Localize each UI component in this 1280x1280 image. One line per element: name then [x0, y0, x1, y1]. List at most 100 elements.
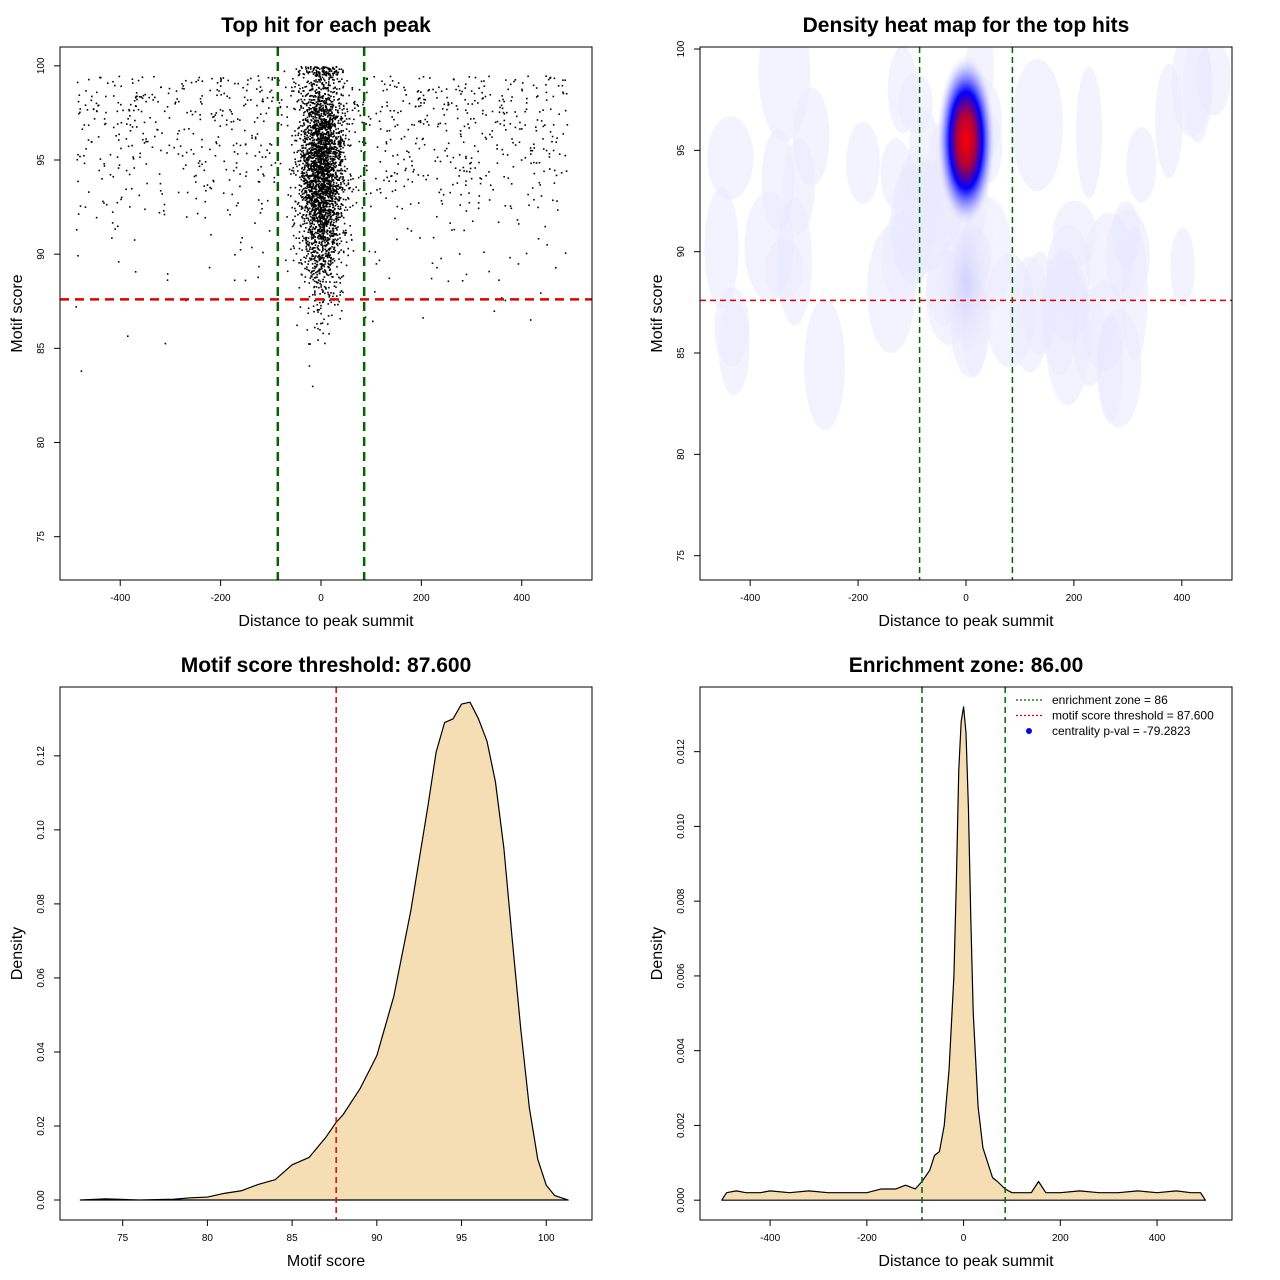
scatter-point [269, 143, 271, 145]
scatter-point [336, 78, 339, 80]
scatter-point [339, 148, 342, 150]
scatter-point [314, 109, 317, 111]
scatter-point [329, 108, 332, 111]
scatter-point [484, 136, 487, 139]
scatter-point [175, 90, 178, 92]
scatter-point [538, 181, 541, 184]
scatter-point [319, 161, 322, 164]
scatter-point [323, 160, 326, 162]
scatter-point [302, 180, 305, 182]
scatter-point [448, 103, 450, 106]
scatter-point [306, 202, 308, 205]
scatter-point [304, 156, 306, 158]
scatter-point [324, 150, 327, 152]
scatter-point [331, 173, 333, 176]
scatter-point [319, 184, 322, 186]
scatter-point [307, 231, 309, 234]
scatter-point [317, 194, 319, 196]
scatter-point [327, 72, 330, 74]
scatter-point [309, 229, 312, 232]
scatter-point [321, 170, 324, 173]
scatter-point [313, 201, 316, 204]
scatter-point [311, 157, 314, 160]
scatter-point [317, 232, 320, 235]
scatter-point [326, 123, 329, 126]
scatter-point [331, 111, 333, 114]
scatter-point [303, 90, 305, 92]
scatter-point [321, 200, 323, 203]
scatter-point [327, 248, 330, 251]
scatter-point [473, 117, 475, 120]
scatter-point [328, 76, 331, 79]
scatter-point [463, 229, 465, 232]
scatter-point [300, 185, 302, 187]
scatter-point [306, 149, 309, 151]
scatter-point [322, 159, 325, 162]
scatter-point [297, 132, 300, 135]
scatter-point [309, 151, 311, 154]
scatter-point [323, 154, 325, 157]
scatter-point [322, 210, 325, 212]
scatter-point [317, 100, 319, 103]
scatter-point [306, 250, 308, 252]
panel-4-x-tick-label: 400 [1149, 1233, 1166, 1244]
scatter-point [314, 175, 317, 178]
scatter-point [318, 268, 321, 271]
scatter-point [345, 128, 348, 130]
scatter-point [305, 240, 308, 242]
scatter-point [323, 232, 325, 235]
scatter-point [481, 112, 484, 115]
scatter-point [305, 157, 308, 160]
scatter-point [314, 239, 316, 241]
scatter-point [320, 265, 323, 268]
scatter-point [335, 91, 338, 94]
scatter-point [235, 162, 238, 164]
scatter-point [302, 102, 305, 104]
scatter-point [335, 73, 338, 76]
scatter-point [311, 228, 314, 231]
scatter-point [306, 119, 309, 121]
scatter-point [307, 209, 310, 212]
scatter-point [407, 151, 410, 154]
scatter-point [441, 203, 444, 205]
scatter-point [315, 128, 318, 130]
scatter-point [326, 221, 329, 223]
scatter-point [286, 216, 288, 218]
scatter-point [513, 80, 515, 83]
scatter-point [244, 143, 247, 145]
scatter-point [311, 258, 313, 261]
scatter-point [322, 162, 325, 164]
scatter-point [323, 113, 325, 115]
scatter-point [369, 192, 372, 195]
scatter-point [315, 69, 318, 72]
scatter-point [160, 149, 162, 152]
scatter-point [334, 249, 336, 252]
scatter-point [320, 215, 323, 218]
scatter-point [322, 222, 324, 224]
scatter-point [447, 101, 449, 104]
scatter-point [327, 114, 329, 117]
scatter-point [310, 134, 313, 136]
scatter-point [315, 286, 318, 288]
scatter-point [301, 176, 304, 178]
scatter-point [327, 84, 330, 87]
scatter-point [317, 146, 320, 149]
scatter-point [326, 173, 329, 176]
scatter-point [306, 108, 309, 111]
scatter-point [313, 196, 315, 198]
scatter-point [351, 204, 354, 207]
scatter-point [333, 72, 336, 74]
scatter-point [325, 200, 328, 202]
scatter-point [324, 213, 327, 216]
scatter-point [334, 118, 336, 121]
scatter-point [135, 95, 137, 98]
scatter-point [311, 205, 313, 207]
scatter-point [317, 229, 320, 232]
scatter-point [318, 138, 321, 141]
scatter-point [341, 140, 344, 142]
scatter-point [338, 107, 341, 110]
scatter-point [318, 238, 320, 240]
scatter-point [334, 154, 337, 156]
scatter-point [262, 100, 265, 103]
scatter-point [339, 237, 341, 239]
